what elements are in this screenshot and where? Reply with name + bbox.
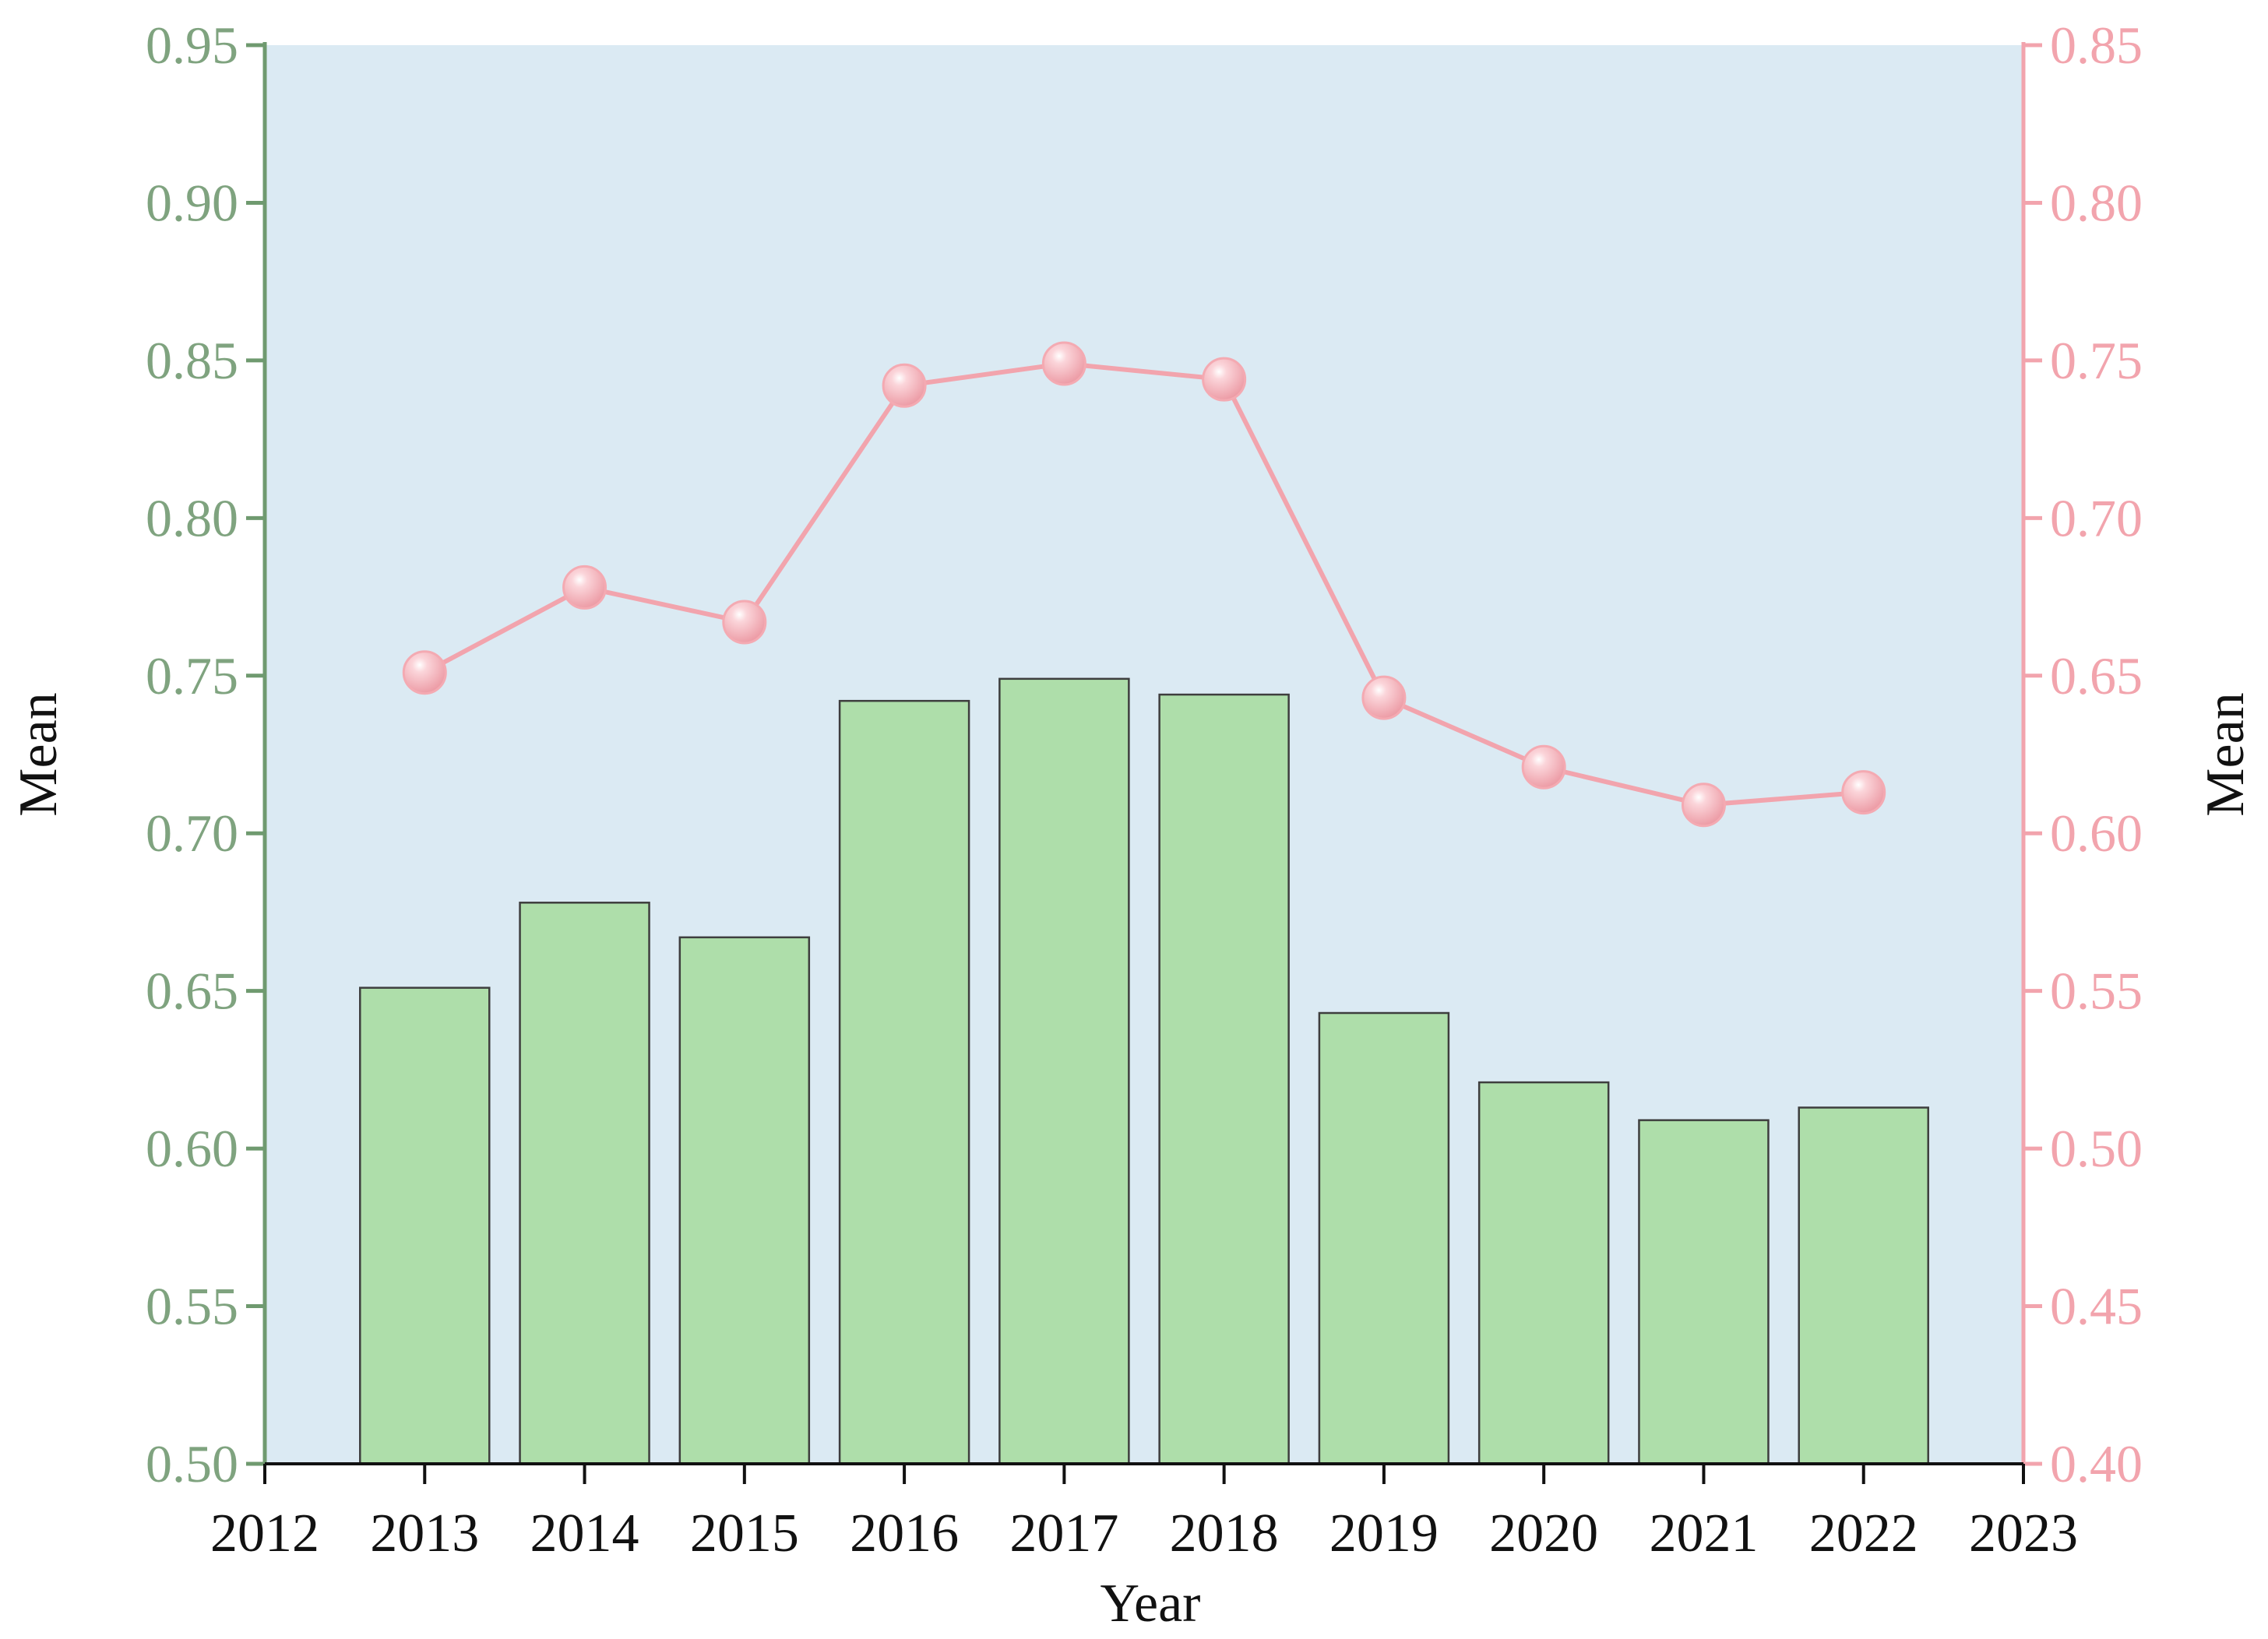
right-axis-title: Mean: [2196, 692, 2256, 816]
x-tick-label: 2023: [1969, 1504, 2078, 1563]
line-point-2018: [1202, 357, 1247, 402]
axis-labels: 0.50 0.55 0.60 0.65 0.70 0.75 0.80 0.85 0.90 0.95…: [9, 16, 2256, 1634]
bar-2022: [1798, 1106, 1929, 1465]
left-tick-label: 0.75: [146, 646, 238, 705]
line-point-2020: [1521, 744, 1566, 790]
line-point-2015: [722, 600, 767, 645]
bar-2014: [519, 902, 650, 1465]
x-tick-label: 2022: [1809, 1504, 1918, 1563]
line-point-2016: [882, 363, 927, 408]
line-point-2017: [1041, 341, 1086, 386]
right-tick-label: 0.80: [2050, 173, 2143, 232]
line-path: [423, 361, 1864, 807]
line-point-2014: [562, 565, 608, 610]
bar-2013: [359, 987, 491, 1465]
bar-2020: [1477, 1081, 1610, 1465]
x-tick-label: 2013: [370, 1504, 479, 1563]
bar-2019: [1318, 1011, 1450, 1465]
x-tick-label: 2016: [850, 1504, 959, 1563]
left-tick-label: 0.80: [146, 488, 238, 547]
x-tick-label: 2015: [690, 1504, 799, 1563]
x-tick-label: 2014: [530, 1504, 639, 1563]
right-tick-label: 0.40: [2050, 1434, 2143, 1493]
right-tick-label: 0.55: [2050, 962, 2143, 1021]
line-point-2019: [1361, 675, 1407, 720]
right-tick-label: 0.75: [2050, 331, 2143, 390]
line-point-2021: [1681, 783, 1726, 828]
right-tick-label: 0.50: [2050, 1119, 2143, 1178]
bar-2015: [678, 936, 811, 1465]
x-tick-label: 2017: [1009, 1504, 1118, 1563]
bar-2016: [838, 699, 970, 1465]
bar-2017: [998, 677, 1130, 1465]
line-series: [402, 341, 1886, 828]
bar-2018: [1158, 693, 1290, 1465]
left-tick-label: 0.60: [146, 1119, 238, 1178]
bar-series: [359, 677, 1929, 1465]
x-tick-label: 2021: [1649, 1504, 1758, 1563]
x-axis-title: Year: [1101, 1574, 1201, 1634]
x-tick-label: 2018: [1170, 1504, 1279, 1563]
right-tick-label: 0.85: [2050, 16, 2143, 75]
line-point-2013: [402, 650, 447, 695]
x-tick-label: 2012: [210, 1504, 319, 1563]
right-tick-label: 0.65: [2050, 646, 2143, 705]
left-tick-label: 0.85: [146, 331, 238, 390]
axes: [246, 42, 2042, 1484]
left-tick-label: 0.65: [146, 962, 238, 1021]
bar-2021: [1638, 1119, 1770, 1465]
left-tick-label: 0.95: [146, 16, 238, 75]
left-axis-title: Mean: [9, 692, 69, 816]
right-tick-label: 0.60: [2050, 804, 2143, 863]
right-tick-label: 0.70: [2050, 488, 2143, 547]
left-tick-label: 0.55: [146, 1277, 238, 1336]
x-tick-label: 2020: [1489, 1504, 1598, 1563]
line-point-2022: [1841, 770, 1886, 815]
left-tick-label: 0.70: [146, 804, 238, 863]
left-tick-label: 0.90: [146, 173, 238, 232]
x-tick-label: 2019: [1329, 1504, 1439, 1563]
right-tick-label: 0.45: [2050, 1277, 2143, 1336]
left-tick-label: 0.50: [146, 1434, 238, 1493]
